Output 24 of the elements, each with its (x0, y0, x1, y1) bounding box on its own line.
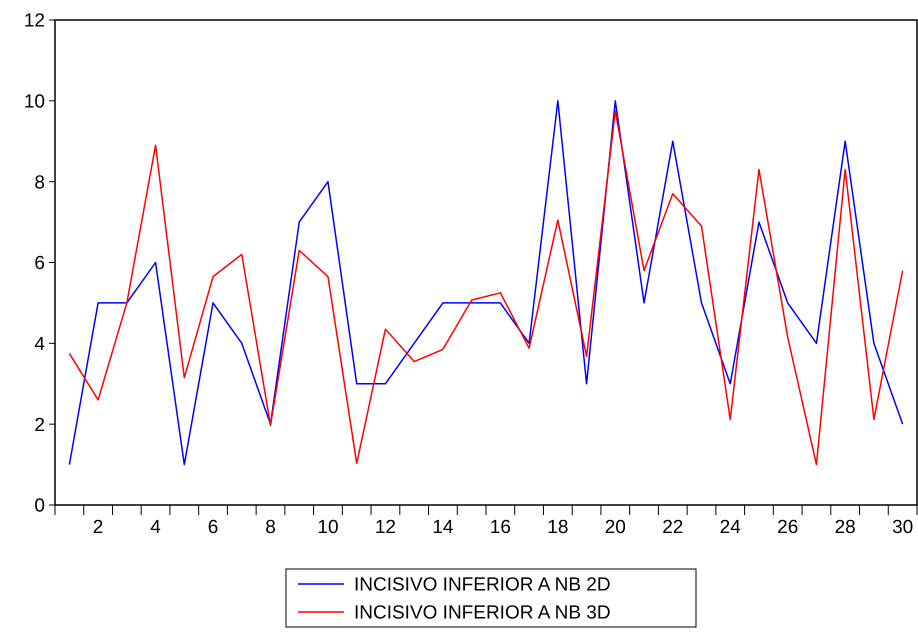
x-tick-label: 16 (490, 517, 511, 538)
x-tick-label: 12 (374, 517, 396, 538)
x-tick-label: 22 (662, 517, 684, 538)
x-tick-label: 4 (150, 517, 162, 538)
y-tick-label: 8 (34, 172, 45, 194)
y-tick-label: 12 (24, 10, 45, 32)
x-tick-label: 20 (604, 517, 626, 538)
x-tick-label: 18 (547, 517, 568, 538)
x-tick-label: 6 (208, 517, 218, 538)
x-tick-label: 28 (834, 517, 856, 538)
x-tick-label: 26 (777, 517, 798, 538)
x-tick-label: 10 (317, 517, 339, 538)
x-tick-label: 8 (265, 517, 276, 538)
y-tick-label: 10 (24, 91, 45, 112)
y-tick-label: 6 (34, 253, 45, 274)
x-tick-label: 30 (892, 517, 914, 538)
y-tick-label: 4 (34, 334, 46, 355)
y-tick-label: 2 (34, 414, 45, 436)
x-tick-label: 14 (432, 517, 454, 538)
legend-label: INCISIVO INFERIOR A NB 2D (354, 574, 611, 596)
x-tick-label: 2 (92, 517, 104, 538)
legend-label: INCISIVO INFERIOR A NB 3D (354, 602, 611, 624)
y-tick-label: 0 (34, 496, 45, 517)
x-tick-label: 24 (720, 517, 742, 538)
